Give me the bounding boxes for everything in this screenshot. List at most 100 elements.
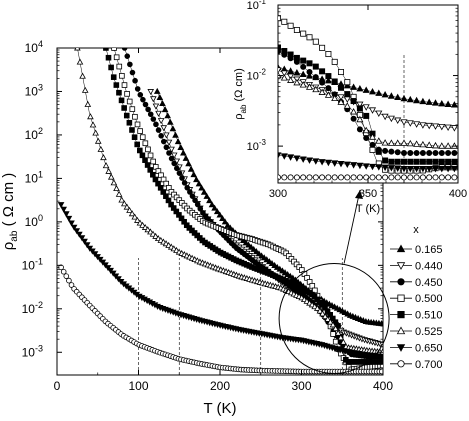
data-point [426, 174, 433, 181]
data-point [142, 157, 148, 163]
data-point [208, 201, 216, 208]
data-point [400, 149, 407, 156]
data-point [131, 213, 139, 220]
data-point [126, 119, 133, 126]
data-point [316, 307, 324, 314]
series-0.650 [57, 202, 383, 360]
data-point [387, 115, 395, 123]
data-point [280, 153, 288, 160]
data-point [124, 91, 130, 97]
data-point [281, 174, 288, 181]
data-point [413, 165, 421, 173]
data-point [325, 73, 332, 80]
data-point [344, 174, 351, 181]
data-point [381, 164, 389, 172]
y-tick-exponent: 4 [38, 39, 43, 49]
data-point [312, 158, 320, 165]
legend-entry: 0.165 [390, 244, 443, 256]
legend-marker [397, 360, 405, 368]
data-point [121, 48, 128, 51]
data-point [406, 95, 414, 103]
data-point [253, 248, 260, 255]
data-point [312, 74, 319, 81]
data-point [150, 116, 157, 122]
data-point [356, 126, 363, 133]
data-point [413, 149, 420, 156]
data-point [299, 156, 307, 163]
data-point [280, 70, 288, 77]
data-point [134, 216, 141, 223]
data-point [216, 211, 224, 218]
series-0.510 [103, 48, 383, 365]
data-point [356, 84, 364, 92]
data-point [141, 223, 149, 230]
data-point [150, 96, 157, 103]
data-point [305, 83, 314, 90]
data-point [168, 146, 175, 153]
data-point [219, 214, 226, 221]
data-point [194, 201, 201, 208]
data-point [318, 159, 326, 166]
data-point [299, 81, 307, 88]
data-point [382, 157, 389, 164]
zoom-arrowhead [355, 190, 363, 199]
data-point [331, 160, 339, 167]
y-axis-label: ρab (Ω cm) [233, 68, 248, 120]
data-point [293, 26, 300, 33]
data-point [166, 118, 174, 125]
data-point [334, 329, 342, 336]
data-point [407, 158, 414, 165]
data-point [407, 174, 414, 181]
x-tick-label: 350 [359, 188, 377, 200]
x-tick-label: 200 [210, 379, 230, 393]
data-point [136, 219, 144, 226]
data-point [140, 96, 146, 103]
data-point [450, 125, 458, 132]
data-point [356, 162, 364, 170]
data-point [413, 174, 420, 181]
data-point [406, 139, 414, 147]
data-point [300, 174, 307, 181]
data-point [245, 241, 252, 248]
data-point [153, 87, 161, 94]
data-point [281, 48, 288, 55]
data-point [169, 125, 177, 132]
data-point [445, 149, 452, 156]
data-point [132, 77, 138, 84]
data-point [431, 141, 440, 149]
y-label-unit: (Ω cm) [233, 68, 245, 104]
legend-marker [397, 278, 405, 286]
data-point [340, 338, 347, 345]
y-label-subscript: ab [239, 104, 248, 113]
data-point [362, 104, 370, 111]
data-point [413, 140, 421, 147]
data-point [287, 67, 295, 74]
data-point [388, 148, 395, 155]
data-point [145, 146, 151, 153]
y-tick-exponent: -2 [35, 300, 43, 310]
data-point [174, 165, 180, 172]
data-point [300, 63, 307, 70]
data-point [111, 48, 117, 51]
data-point [168, 155, 175, 162]
data-point [419, 97, 427, 105]
data-point [431, 123, 440, 130]
series-0.700 [278, 174, 458, 181]
data-point [57, 202, 65, 209]
data-point [213, 208, 221, 215]
x-tick-label: 0 [54, 379, 61, 393]
data-point [113, 54, 120, 61]
data-point [299, 70, 307, 78]
series-0.440 [278, 67, 458, 132]
data-point [350, 115, 357, 122]
legend-label: 0.525 [415, 326, 443, 338]
data-point [177, 144, 185, 151]
data-point [70, 224, 78, 231]
data-point [406, 120, 414, 127]
data-point [155, 127, 162, 133]
x-axis-label: T (K) [356, 203, 380, 215]
data-point [123, 203, 131, 210]
data-point [193, 176, 200, 183]
data-point [394, 165, 402, 172]
data-point [153, 121, 159, 128]
